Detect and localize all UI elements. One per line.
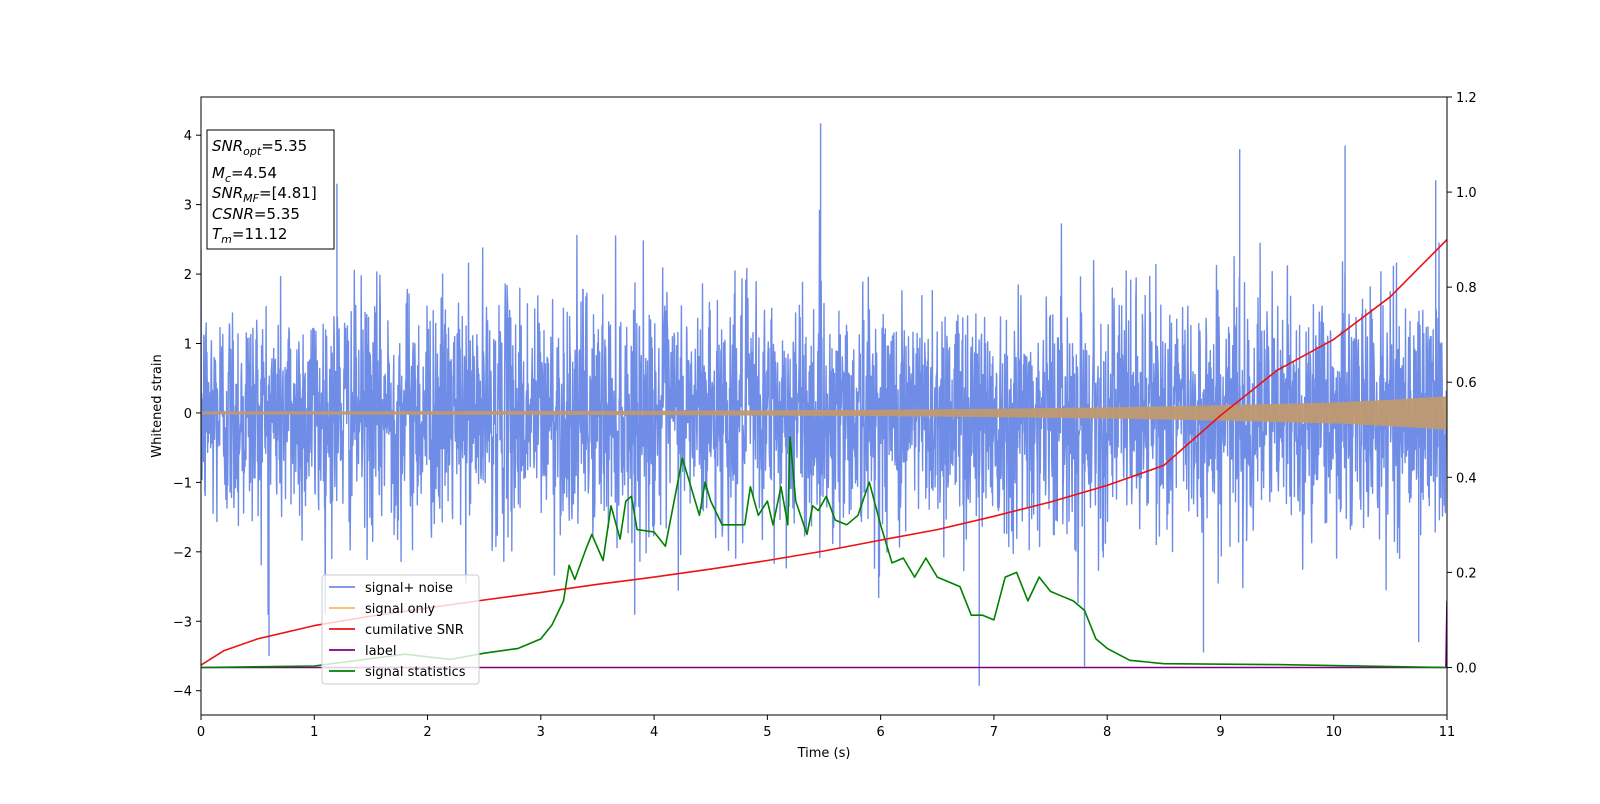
x-tick-label: 3 — [537, 725, 545, 740]
x-tick-label: 9 — [1216, 725, 1224, 740]
y-tick-label: 0 — [184, 407, 192, 422]
series-line-signal-statistics — [201, 436, 1447, 669]
stat-line: Tm=11.12 — [212, 225, 287, 246]
x-tick-label: 8 — [1103, 725, 1111, 740]
x-axis-label: Time (s) — [797, 746, 851, 761]
y2-tick-label: 1.2 — [1456, 91, 1477, 106]
stat-line: CSNR=5.35 — [212, 205, 300, 223]
stat-line: Mc=4.54 — [212, 164, 277, 185]
x-tick-label: 6 — [876, 725, 884, 740]
x-tick-label: 4 — [650, 725, 658, 740]
axes: 0 1 2 3 4 5 6 7 8 9 10 11 −4 −3 −2 −1 0 1 2 3 4 0.0 0.2 0.4 0.6 0… — [173, 91, 1477, 740]
y-axis-label: Whitened strain — [150, 354, 165, 457]
y-tick-label: 2 — [184, 268, 192, 283]
y-tick-label: −1 — [173, 476, 192, 491]
stat-line: SNRopt=5.35 — [212, 137, 307, 158]
series-line-signal-noise — [201, 123, 1447, 686]
y2-tick-label: 0.8 — [1456, 281, 1477, 296]
y-tick-label: 1 — [184, 338, 192, 353]
legend-entry-label: cumilative SNR — [365, 623, 464, 638]
y2-tick-label: 0.6 — [1456, 376, 1477, 391]
x-tick-label: 7 — [990, 725, 998, 740]
x-tick-label: 1 — [310, 725, 318, 740]
stats-box-frame — [206, 129, 335, 250]
legend-entry-label: signal statistics — [365, 665, 466, 680]
x-tick-label: 2 — [423, 725, 431, 740]
legend-frame — [321, 574, 480, 685]
y-tick-label: 3 — [184, 199, 192, 214]
y-tick-label: −4 — [173, 685, 192, 700]
legend-entry-label: label — [365, 644, 396, 659]
legend-entry-label: signal+ noise — [365, 581, 453, 596]
x-tick-label: 10 — [1325, 725, 1342, 740]
y-tick-label: 4 — [184, 129, 192, 144]
y-tick-label: −3 — [173, 615, 192, 630]
series-line-signal-only — [201, 396, 1447, 430]
y-tick-label: −2 — [173, 546, 192, 561]
x-tick-label: 0 — [197, 725, 205, 740]
x-tick-label: 5 — [763, 725, 771, 740]
stat-line: SNRMF=[4.81] — [212, 184, 317, 205]
y2-tick-label: 0.0 — [1456, 661, 1477, 676]
legend: signal+ noise signal only cumilative SNR la… — [321, 574, 480, 685]
y2-tick-label: 0.2 — [1456, 566, 1477, 581]
x-tick-label: 11 — [1439, 725, 1456, 740]
legend-entry-label: signal only — [365, 602, 435, 617]
y2-tick-label: 0.4 — [1456, 471, 1477, 486]
y2-tick-label: 1.0 — [1456, 186, 1477, 201]
plot-frame — [200, 96, 1448, 716]
